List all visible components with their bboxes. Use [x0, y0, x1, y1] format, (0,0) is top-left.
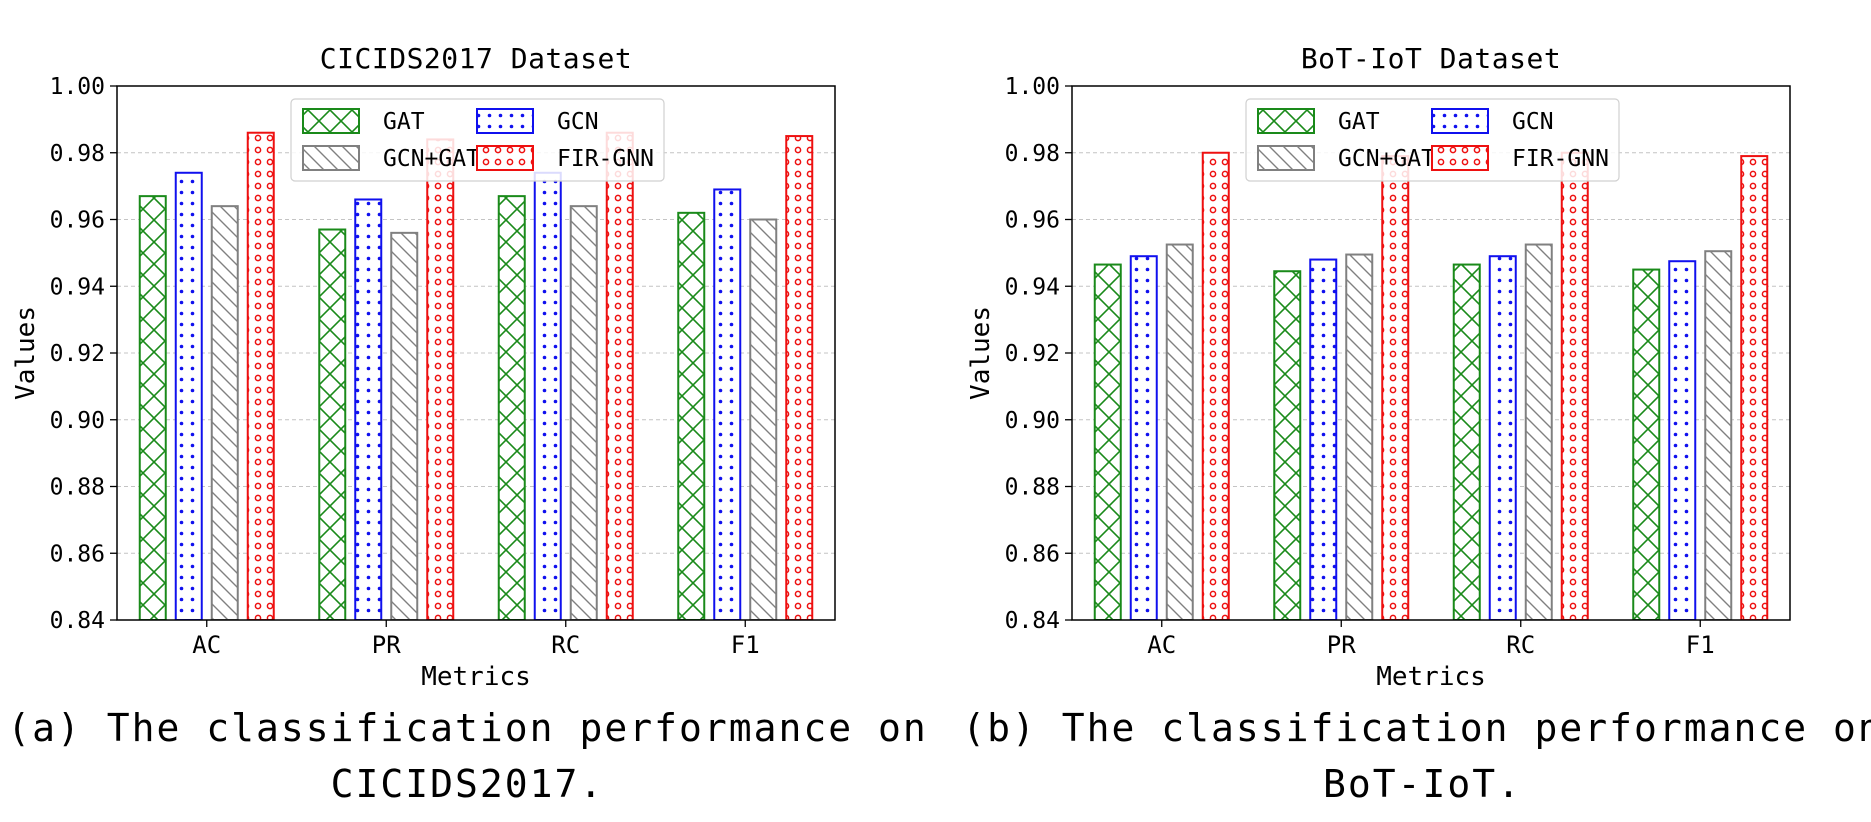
- axes-frame: [116, 85, 836, 621]
- bar-gcn-f1: [1668, 260, 1697, 620]
- legend-swatch: [302, 108, 360, 134]
- bar-gat-f1: [1632, 268, 1661, 620]
- bar-fir-gnn-rc: [605, 131, 634, 620]
- y-tick-label: 0.86: [1005, 541, 1060, 567]
- y-tick-label: 1.00: [1005, 74, 1060, 100]
- bar-gcn-gat-f1: [749, 218, 778, 620]
- bar-fir-gnn-f1: [1740, 155, 1769, 620]
- chart-title: CICIDS2017 Dataset: [320, 42, 632, 75]
- legend-label: GCN+GAT: [383, 146, 480, 172]
- y-tick-label: 0.84: [1005, 608, 1060, 634]
- bar-gat-rc: [1452, 263, 1481, 620]
- bar-gat-ac: [138, 195, 167, 620]
- bar-gat-pr: [318, 228, 347, 620]
- caption-b: (b) The classification performance on Bo…: [955, 700, 1871, 812]
- y-tick-label: 0.92: [50, 341, 105, 367]
- legend-swatch: [1257, 108, 1315, 134]
- bars-layer: [1093, 151, 1769, 620]
- x-tick-label: PR: [1327, 631, 1356, 659]
- bar-chart-cicids2017: 0.84 0.86 0.88 0.90 0.92 0.94 0.96 0.98 1.00 AC PR…: [11, 42, 836, 692]
- bar-gcn-ac: [1129, 255, 1158, 620]
- y-tick-label: 0.96: [1005, 208, 1060, 234]
- legend-label: GCN: [1512, 109, 1554, 135]
- caption-line-2: BoT-IoT.: [1322, 762, 1523, 806]
- y-tick-label: 0.92: [1005, 341, 1060, 367]
- legend-label: GCN: [557, 109, 599, 135]
- x-tick-label: RC: [1506, 631, 1535, 659]
- bar-gat-rc: [497, 195, 526, 620]
- legend-label: FIR-GNN: [557, 146, 654, 172]
- legend: GAT GCN GCN+GAT FIR-GNN: [1245, 98, 1620, 182]
- caption-a: (a) The classification performance on CI…: [0, 700, 935, 812]
- bar-gcn-gat-pr: [1345, 253, 1374, 620]
- bar-gcn-rc: [533, 171, 562, 620]
- x-axis-label: Metrics: [421, 662, 531, 692]
- y-tick-label: 1.00: [50, 74, 105, 100]
- x-tick-label: AC: [1147, 631, 1176, 659]
- bar-gcn-gat-f1: [1704, 250, 1733, 620]
- bar-gcn-gat-rc: [1524, 243, 1553, 620]
- x-tick-label: F1: [1686, 631, 1715, 659]
- chart-title: BoT-IoT Dataset: [1301, 42, 1561, 75]
- caption-line-1: (a) The classification performance on: [7, 706, 928, 750]
- y-tick-label: 0.94: [1005, 274, 1060, 300]
- axes-frame: [1071, 85, 1791, 621]
- bar-gcn-gat-ac: [1165, 243, 1194, 620]
- y-axis-label: Values: [11, 306, 41, 400]
- chart-panel-cicids2017: 0.84 0.86 0.88 0.90 0.92 0.94 0.96 0.98 1.00 AC PR…: [0, 0, 935, 822]
- legend-swatch: [476, 145, 534, 171]
- bar-gcn-ac: [174, 171, 203, 620]
- caption-line-2: CICIDS2017.: [330, 762, 605, 806]
- legend-swatch: [302, 145, 360, 171]
- y-tick-label: 0.90: [50, 408, 105, 434]
- y-tick-label: 0.94: [50, 274, 105, 300]
- bar-fir-gnn-pr: [1381, 155, 1410, 620]
- chart-panel-bot-iot: 0.84 0.86 0.88 0.90 0.92 0.94 0.96 0.98 1.00 AC PR…: [955, 0, 1871, 822]
- bar-chart-bot-iot: 0.84 0.86 0.88 0.90 0.92 0.94 0.96 0.98 1.00 AC PR…: [966, 42, 1791, 692]
- y-tick-label: 0.98: [50, 141, 105, 167]
- y-tick-label: 0.84: [50, 608, 105, 634]
- y-tick-label: 0.96: [50, 208, 105, 234]
- y-tick-label: 0.88: [50, 475, 105, 501]
- bar-gcn-gat-rc: [569, 205, 598, 620]
- legend-label: GAT: [1338, 109, 1380, 135]
- y-tick-label: 0.90: [1005, 408, 1060, 434]
- legend: GAT GCN GCN+GAT FIR-GNN: [290, 98, 665, 182]
- legend-swatch: [1431, 145, 1489, 171]
- bar-gat-pr: [1273, 270, 1302, 620]
- legend-box: [1245, 98, 1620, 182]
- bar-fir-gnn-rc: [1560, 151, 1589, 620]
- bar-gcn-rc: [1488, 255, 1517, 620]
- bar-gcn-pr: [1309, 258, 1338, 620]
- legend-label: FIR-GNN: [1512, 146, 1609, 172]
- x-tick-label: RC: [551, 631, 580, 659]
- y-tick-label: 0.86: [50, 541, 105, 567]
- x-axis-label: Metrics: [1376, 662, 1486, 692]
- x-tick-label: AC: [192, 631, 221, 659]
- x-tick-label: PR: [372, 631, 401, 659]
- legend-box: [290, 98, 665, 182]
- legend-swatch: [1257, 145, 1315, 171]
- y-tick-label: 0.88: [1005, 475, 1060, 501]
- legend-label: GAT: [383, 109, 425, 135]
- bar-fir-gnn-f1: [785, 135, 814, 620]
- bar-fir-gnn-pr: [426, 138, 455, 620]
- legend-swatch: [476, 108, 534, 134]
- legend-swatch: [1431, 108, 1489, 134]
- bar-fir-gnn-ac: [1201, 151, 1230, 620]
- caption-line-1: (b) The classification performance on: [962, 706, 1871, 750]
- bar-gcn-gat-pr: [390, 231, 419, 620]
- x-tick-label: F1: [731, 631, 760, 659]
- bar-gat-ac: [1093, 263, 1122, 620]
- y-tick-label: 0.98: [1005, 141, 1060, 167]
- bar-gcn-gat-ac: [210, 205, 239, 620]
- bars-layer: [138, 131, 814, 620]
- y-axis-label: Values: [966, 306, 996, 400]
- bar-gcn-pr: [354, 198, 383, 620]
- bar-fir-gnn-ac: [246, 131, 275, 620]
- bar-gat-f1: [677, 211, 706, 620]
- legend-label: GCN+GAT: [1338, 146, 1435, 172]
- bar-gcn-f1: [713, 188, 742, 620]
